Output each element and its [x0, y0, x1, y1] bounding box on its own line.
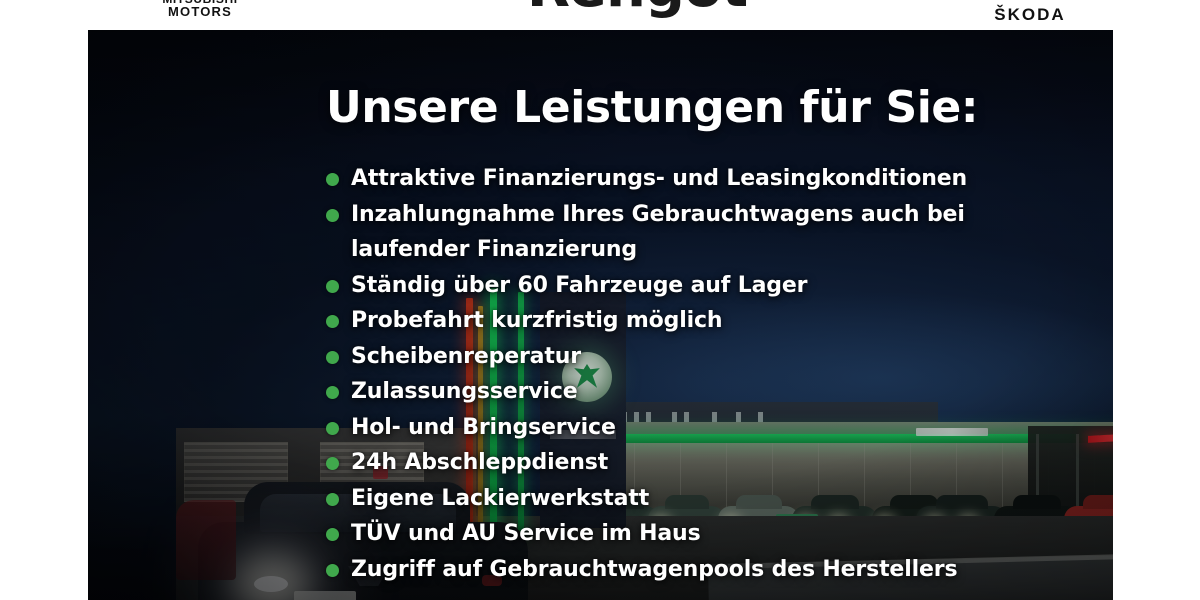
- service-list-item: Probefahrt kurzfristig möglich: [326, 303, 1113, 339]
- bullet-dot-icon: [326, 386, 339, 399]
- service-list-item: Hol- und Bringservice: [326, 410, 1113, 446]
- bullet-dot-icon: [326, 563, 339, 577]
- mitsubishi-motors-logo: MITSUBISHI MOTORS: [100, 0, 300, 30]
- service-list-item-label: Zugriff auf Gebrauchtwagenpools des Hers…: [351, 556, 958, 582]
- skoda-wordmark: ŠKODA: [994, 5, 1066, 24]
- bullet-dot-icon: [326, 350, 339, 364]
- bullet-dot-icon: [326, 279, 339, 293]
- brand-logo-bar: MITSUBISHI MOTORS Rehgot ŠKODA: [0, 0, 1200, 30]
- service-list-item: laufender Finanzierung: [326, 232, 1113, 268]
- service-list-item-label: Zulassungsservice: [351, 379, 578, 404]
- skoda-logo: ŠKODA: [940, 0, 1120, 30]
- dealer-wordmark: Rehgot: [453, 0, 748, 18]
- page-title: Unsere Leistungen für Sie:: [326, 82, 979, 133]
- service-list-item-label: Scheibenreperatur: [351, 343, 581, 369]
- bullet-dot-icon: [326, 208, 339, 222]
- service-list-item: Inzahlungnahme Ihres Gebrauchtwagens auc…: [326, 197, 1113, 233]
- service-list-item-label: Eigene Lackierwerkstatt: [351, 485, 650, 511]
- bullet-dot-icon: [326, 421, 339, 435]
- dealer-logo: Rehgot: [430, 0, 770, 30]
- services-list: Attraktive Finanzierungs- und Leasingkon…: [326, 161, 1113, 587]
- hero-content: Unsere Leistungen für Sie: Attraktive Fi…: [88, 30, 1113, 600]
- bullet-dot-icon: [326, 173, 339, 186]
- service-list-item: Zugriff auf Gebrauchtwagenpools des Hers…: [326, 552, 1113, 588]
- bullet-dot-icon: [326, 528, 339, 541]
- mitsubishi-wordmark-line2: MOTORS: [167, 4, 233, 19]
- bullet-dot-icon: [326, 457, 339, 470]
- service-list-item-label: TÜV und AU Service im Haus: [351, 521, 701, 546]
- hero-banner: Unsere Leistungen für Sie: Attraktive Fi…: [88, 30, 1113, 600]
- bullet-dot-icon: [326, 492, 339, 506]
- service-list-item: Ständig über 60 Fahrzeuge auf Lager: [326, 268, 1113, 304]
- service-list-item: Eigene Lackierwerkstatt: [326, 481, 1113, 517]
- service-list-item: TÜV und AU Service im Haus: [326, 516, 1113, 552]
- service-list-item: 24h Abschleppdienst: [326, 445, 1113, 481]
- service-list-item: Attraktive Finanzierungs- und Leasingkon…: [326, 161, 1113, 197]
- service-list-item-label: Inzahlungnahme Ihres Gebrauchtwagens auc…: [351, 201, 965, 227]
- service-list-item-label: Probefahrt kurzfristig möglich: [351, 308, 723, 333]
- service-list-item-label: laufender Finanzierung: [351, 237, 638, 262]
- service-list-item-label: Attraktive Finanzierungs- und Leasingkon…: [351, 166, 968, 191]
- service-list-item-label: Hol- und Bringservice: [351, 414, 616, 440]
- service-list-item: Scheibenreperatur: [326, 339, 1113, 375]
- bullet-dot-icon: [326, 315, 339, 328]
- service-list-item-label: Ständig über 60 Fahrzeuge auf Lager: [351, 272, 808, 298]
- service-list-item-label: 24h Abschleppdienst: [351, 450, 609, 475]
- mitsubishi-wordmark-line1: MITSUBISHI: [162, 0, 237, 5]
- service-list-item: Zulassungsservice: [326, 374, 1113, 410]
